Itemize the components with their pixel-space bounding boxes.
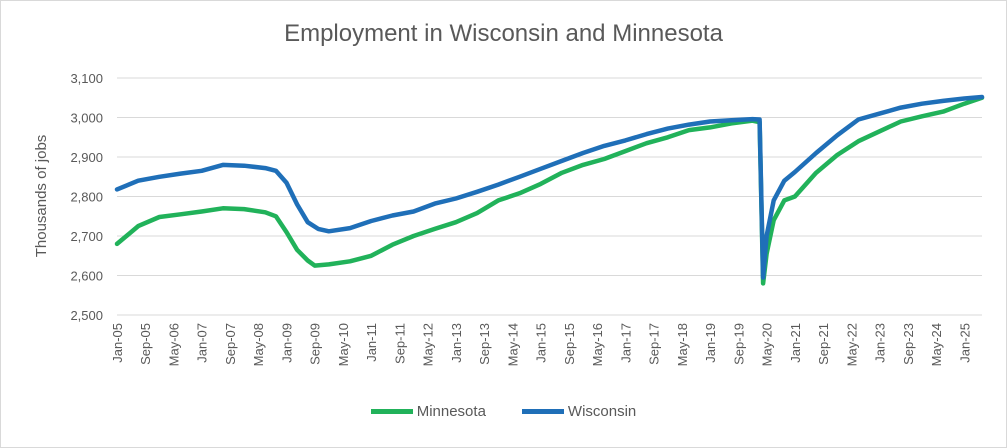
x-tick-label: Jan-21: [788, 323, 803, 363]
x-tick-label: Jan-11: [364, 323, 379, 362]
y-tick-label: 3,100: [70, 71, 103, 86]
x-tick-label: May-08: [251, 323, 266, 366]
y-tick-label: 2,600: [70, 269, 103, 284]
y-tick-label: 2,700: [70, 229, 103, 244]
x-tick-label: Jan-07: [195, 323, 210, 363]
x-tick-label: Jan-23: [873, 323, 888, 363]
legend-label-minnesota: Minnesota: [416, 403, 486, 420]
legend: Minnesota Wisconsin: [0, 403, 1007, 420]
x-tick-label: May-06: [166, 323, 181, 366]
x-tick-label: Jan-13: [449, 323, 464, 363]
x-tick-label: Jan-15: [534, 323, 549, 363]
legend-item-minnesota: Minnesota: [370, 403, 486, 420]
x-tick-label: Sep-11: [392, 323, 407, 364]
x-tick-label: Jan-25: [957, 323, 972, 363]
x-tick-label: Jan-19: [703, 323, 718, 363]
legend-item-wisconsin: Wisconsin: [521, 403, 637, 420]
x-axis-ticks: Jan-05 Sep-05 May-06 Jan-07 Sep-07 May-08 Jan-…: [110, 323, 972, 366]
grid-lines: [117, 77, 982, 316]
x-tick-label: May-18: [675, 323, 690, 366]
x-tick-label: May-10: [336, 323, 351, 366]
x-tick-label: Sep-05: [138, 323, 153, 365]
x-tick-label: Sep-09: [308, 323, 323, 365]
y-tick-label: 2,500: [70, 308, 103, 323]
x-tick-label: Jan-17: [618, 323, 633, 363]
x-tick-label: May-14: [505, 323, 520, 366]
legend-label-wisconsin: Wisconsin: [567, 403, 637, 420]
legend-swatch-minnesota: [370, 409, 413, 414]
x-tick-label: Sep-15: [562, 323, 577, 365]
legend-swatch-wisconsin: [521, 409, 564, 414]
x-tick-label: May-22: [844, 323, 859, 366]
series-line-minnesota: [114, 95, 985, 286]
y-tick-label: 2,800: [70, 190, 103, 205]
series-lines: [114, 94, 985, 286]
y-tick-label: 2,900: [70, 150, 103, 165]
series-line-wisconsin: [114, 94, 985, 280]
y-tick-label: 3,000: [70, 111, 103, 126]
y-axis-ticks: 2,500 2,600 2,700 2,800 2,900 3,000 3,100: [70, 71, 103, 323]
x-tick-label: Sep-21: [816, 323, 831, 365]
x-tick-label: Sep-07: [223, 323, 238, 365]
x-tick-label: Sep-19: [731, 323, 746, 365]
chart-title: Employment in Wisconsin and Minnesota: [284, 20, 723, 47]
x-tick-label: May-20: [760, 323, 775, 366]
x-tick-label: May-24: [929, 323, 944, 366]
x-tick-label: Sep-17: [647, 323, 662, 365]
x-tick-label: Sep-13: [477, 323, 492, 365]
x-tick-label: May-12: [421, 323, 436, 366]
x-tick-label: Jan-05: [110, 323, 125, 363]
x-tick-label: Jan-09: [279, 323, 294, 363]
x-tick-label: Sep-23: [901, 323, 916, 365]
y-axis-label: Thousands of jobs: [33, 135, 50, 258]
x-tick-label: May-16: [590, 323, 605, 366]
